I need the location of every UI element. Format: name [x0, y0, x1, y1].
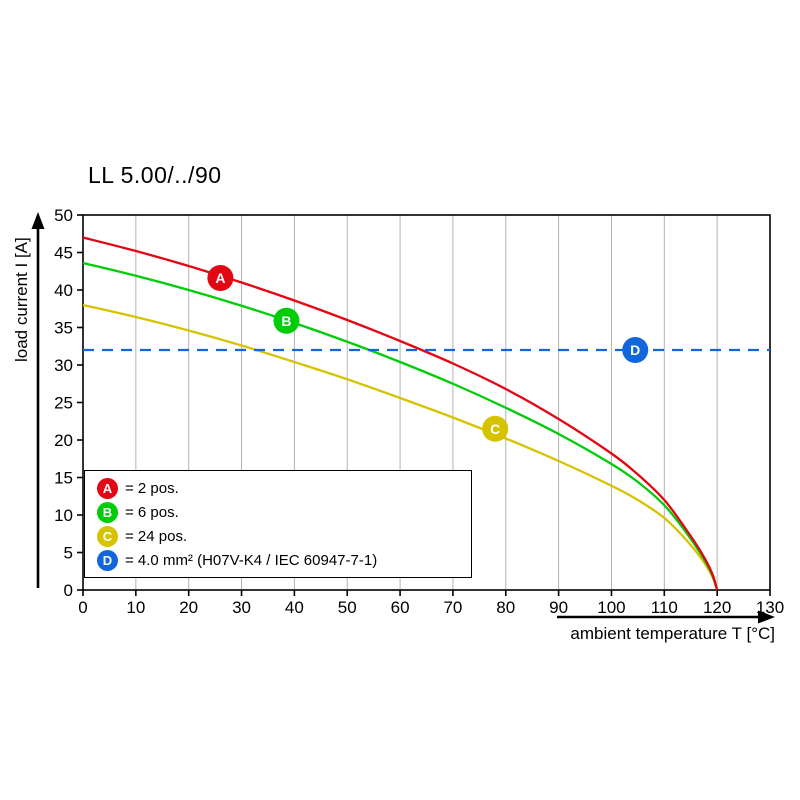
legend-item-b: B = 6 pos.: [97, 501, 471, 523]
x-tick-label: 10: [126, 598, 145, 617]
svg-text:D: D: [630, 342, 640, 358]
y-tick-label: 50: [54, 206, 73, 225]
x-tick-label: 130: [756, 598, 784, 617]
y-tick-label: 40: [54, 281, 73, 300]
x-axis-arrow-icon: [758, 610, 775, 624]
marker-b: B: [273, 307, 300, 334]
x-tick-label: 40: [285, 598, 304, 617]
y-tick-label: 25: [54, 394, 73, 413]
x-tick-label: 70: [443, 598, 462, 617]
svg-text:B: B: [281, 313, 291, 329]
y-tick-label: 35: [54, 319, 73, 338]
chart-legend: A = 2 pos. B = 6 pos. C = 24 pos. D = 4.…: [84, 470, 472, 578]
x-axis-label: ambient temperature T [°C]: [570, 624, 775, 643]
svg-text:C: C: [490, 421, 500, 437]
y-tick-label: 45: [54, 244, 73, 263]
marker-a: A: [207, 265, 234, 291]
y-tick-label: 15: [54, 469, 73, 488]
legend-label-c: = 24 pos.: [125, 527, 188, 545]
svg-text:A: A: [215, 270, 225, 286]
y-tick-label: 0: [64, 581, 73, 600]
curve-b: [82, 261, 719, 591]
x-tick-label: 50: [338, 598, 357, 617]
x-tick-label: 0: [78, 598, 87, 617]
x-tick-label: 60: [391, 598, 410, 617]
y-tick-label: 5: [64, 544, 73, 563]
legend-label-d: = 4.0 mm² (H07V-K4 / IEC 60947-7-1): [125, 551, 378, 569]
axis-ticks: [77, 214, 771, 596]
axis-arrows: [31, 212, 775, 624]
curve-c: [82, 303, 719, 591]
y-tick-label: 20: [54, 431, 73, 450]
grid-lines: [135, 215, 718, 590]
marker-c: C: [482, 415, 509, 442]
x-tick-label: 90: [549, 598, 568, 617]
legend-item-d: D = 4.0 mm² (H07V-K4 / IEC 60947-7-1): [97, 549, 471, 571]
legend-badge-a: A: [97, 477, 118, 499]
legend-label-a: = 2 pos.: [125, 479, 179, 497]
legend-item-c: C = 24 pos.: [97, 525, 471, 547]
legend-badge-d: D: [97, 549, 118, 571]
legend-item-a: A = 2 pos.: [97, 477, 471, 499]
y-axis-label: load current I [A]: [12, 237, 31, 362]
legend-badge-b: B: [97, 501, 118, 523]
x-tick-label: 120: [703, 598, 731, 617]
marker-d: D: [622, 337, 649, 363]
y-tick-label: 30: [54, 356, 73, 375]
y-axis-arrow-icon: [31, 212, 45, 229]
x-tick-label: 100: [597, 598, 625, 617]
x-tick-label: 20: [179, 598, 198, 617]
legend-label-b: = 6 pos.: [125, 503, 179, 521]
x-tick-label: 80: [496, 598, 515, 617]
x-tick-label: 30: [232, 598, 251, 617]
legend-badge-c: C: [97, 525, 118, 547]
chart-title: LL 5.00/../90: [88, 162, 222, 188]
axis-tick-labels: 0 10 20 30 40 50 60 70 80 90 100 110 120 130 0 5 10 15 20 2…: [54, 206, 784, 617]
y-tick-label: 10: [54, 506, 73, 525]
x-tick-label: 110: [651, 598, 678, 617]
